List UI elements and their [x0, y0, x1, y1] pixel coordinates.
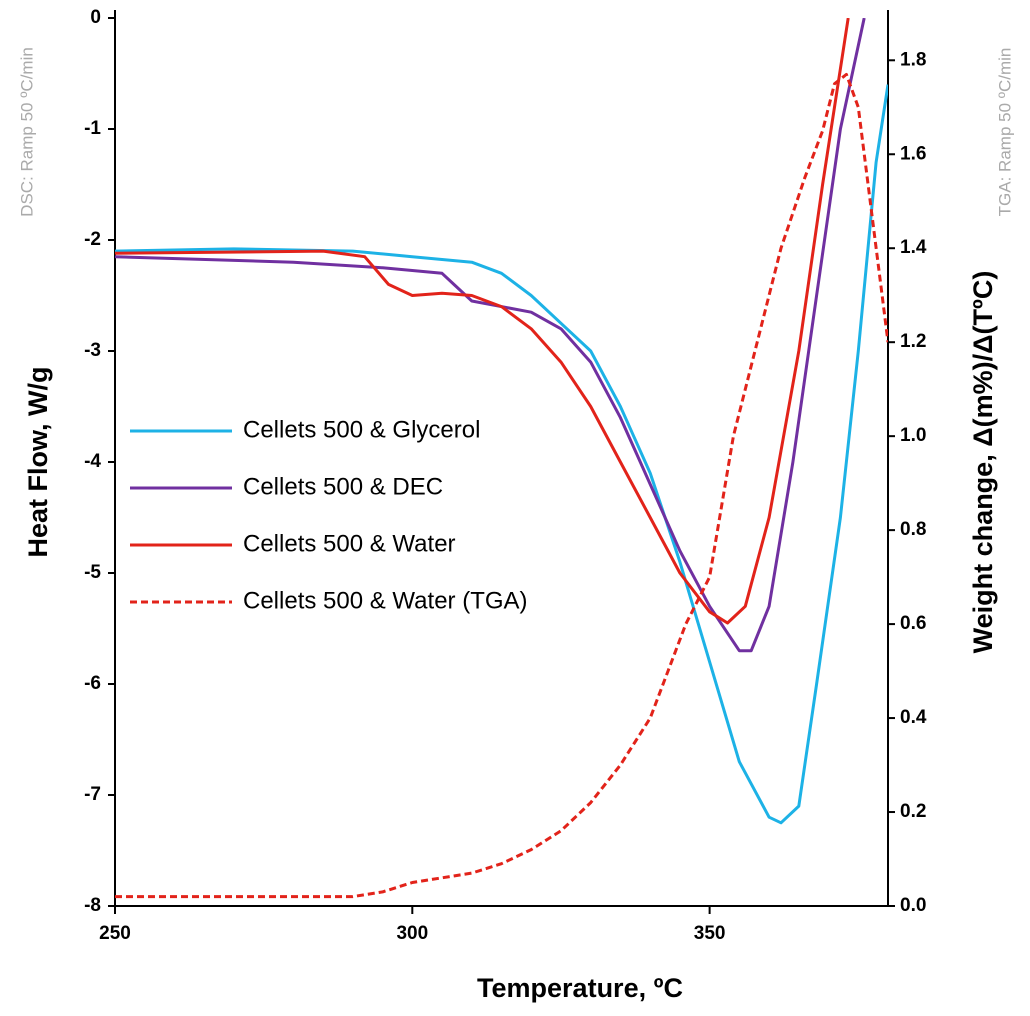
y2-tick-label: 1.0: [900, 425, 926, 446]
y2-tick-label: 0.2: [900, 801, 926, 822]
y2-tick-label: 1.6: [900, 143, 926, 164]
x-axis-title: Temperature, ºC: [477, 973, 683, 1003]
y2-tick-label: 1.4: [900, 237, 927, 258]
y-tick-label: -2: [84, 229, 101, 250]
data-line: [115, 18, 850, 625]
y2-tick-label: 0.4: [900, 707, 927, 728]
y2-axis-title: Weight change, Δ(m%)/Δ(TºC): [968, 271, 998, 654]
y2-tick-label: 1.2: [900, 331, 926, 352]
y-tick-label: -4: [84, 451, 101, 472]
y-tick-label: -3: [84, 340, 101, 361]
y2-tick-label: 1.8: [900, 49, 926, 70]
x-tick-label: 250: [99, 923, 131, 944]
data-line: [115, 18, 866, 653]
legend-label: Cellets 500 & Water (TGA): [243, 587, 528, 614]
y-tick-label: -6: [84, 673, 101, 694]
data-line: [115, 84, 888, 825]
x-tick-label: 300: [396, 923, 428, 944]
left-note: DSC: Ramp 50 ºC/min: [17, 47, 36, 217]
y-tick-label: -7: [84, 784, 101, 805]
plot-area: [115, 18, 888, 899]
legend-label: Cellets 500 & DEC: [243, 473, 443, 500]
legend-label: Cellets 500 & Glycerol: [243, 416, 480, 443]
right-note: TGA: Ramp 50 ºC/min: [995, 48, 1014, 217]
data-line: [115, 72, 888, 899]
y-tick-label: -8: [84, 895, 101, 916]
y2-tick-label: 0.0: [900, 895, 926, 916]
y-tick-label: 0: [90, 7, 101, 28]
y-tick-label: -5: [84, 562, 101, 583]
legend-label: Cellets 500 & Water: [243, 530, 456, 557]
y-axis-title: Heat Flow, W/g: [23, 367, 53, 558]
y-tick-label: -1: [84, 118, 101, 139]
y2-tick-label: 0.8: [900, 519, 926, 540]
x-tick-label: 350: [694, 923, 726, 944]
y2-tick-label: 0.6: [900, 613, 926, 634]
